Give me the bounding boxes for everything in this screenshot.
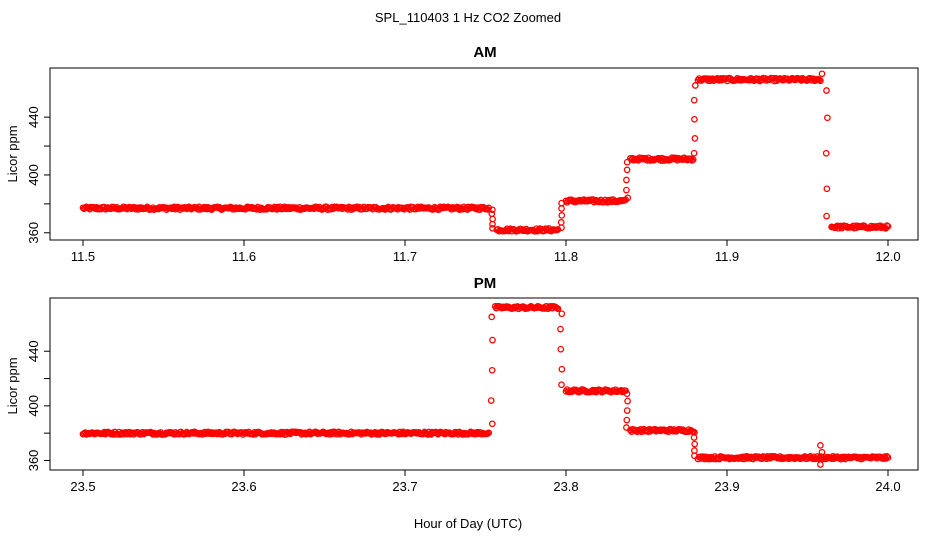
am-ytick-label: 440 [26,106,41,128]
am-data-point [558,199,565,207]
am-points [79,70,892,235]
am-data-point [823,185,831,193]
pm-data-point [690,434,698,441]
am-data-point [815,76,823,84]
am-data-point [691,135,699,142]
pm-data-point [691,440,699,448]
pm-ylabel: Licor ppm [5,357,20,414]
am-data-point [489,224,496,232]
figure-title: SPL_110403 1 Hz CO2 Zoomed [375,10,561,25]
am-data-point [884,223,892,230]
pm-data-point [623,390,631,398]
pm-data-point [883,453,891,460]
pm-data-point [554,305,562,313]
am-data-point [822,149,830,157]
pm-xtick-label: 23.6 [231,479,256,494]
am-data-point [558,205,565,212]
pm-data-point [691,452,698,460]
pm-x-axis: 23.5 23.6 23.7 23.8 23.9 24.0 [70,469,901,494]
pm-xtick-label: 24.0 [875,479,900,494]
pm-data-point [818,448,826,456]
am-data-point [818,70,826,78]
am-data-point [823,212,830,220]
pm-data-point [558,365,566,373]
pm-data-point [485,429,493,437]
pm-data-point [487,397,495,404]
pm-xtick-label: 23.8 [553,479,578,494]
am-data-point [823,87,830,94]
pm-data-point [488,420,496,428]
pm-data-point [488,313,496,321]
pm-ytick-label: 440 [26,340,41,362]
am-data-point [689,156,697,163]
am-data-point [691,115,698,123]
pm-data-point [558,310,566,318]
am-x-axis: 11.5 11.6 11.7 11.8 11.9 12.0 [71,239,901,264]
pm-data-point [623,416,631,424]
am-y-axis: 360 400 440 [26,106,51,244]
pm-data-point [623,407,631,414]
pm-xtick-label: 23.7 [392,479,417,494]
pm-xtick-label: 23.5 [70,479,95,494]
pm-data-point [488,366,496,374]
am-data-point [489,215,496,223]
am-ylabel: Licor ppm [5,125,20,182]
pm-data-point [623,424,630,431]
am-data-point [132,205,140,213]
am-xtick-label: 11.5 [71,249,95,264]
pm-data-point [557,345,565,353]
pm-y-axis: 360 400 440 [26,340,51,472]
am-data-point [554,226,562,233]
am-data-point [623,158,631,166]
pm-data-point [817,442,824,449]
am-data-point [690,149,698,157]
am-xtick-label: 11.6 [232,249,256,264]
pm-plot-frame [49,297,919,471]
pm-data-point [624,397,631,405]
am-xtick-label: 11.7 [393,249,417,264]
x-axis-label: Hour of Day (UTC) [414,516,522,531]
am-data-point [624,194,632,202]
pm-ytick-label: 400 [26,395,41,417]
pm-panel: PM 23.5 23.6 23.7 23.8 23.9 24.0 360 400 440 Li… [5,275,919,494]
am-data-point [623,186,630,194]
pm-data-point [622,387,629,395]
pm-data-point [489,336,496,344]
pm-data-point [558,381,565,389]
am-data-point [691,82,699,89]
am-ytick-label: 360 [26,222,41,244]
pm-xtick-label: 23.9 [714,479,739,494]
am-data-point [824,114,831,122]
pm-points [79,302,892,468]
am-panel: AM 11.5 11.6 11.7 11.8 11.9 12.0 360 400 440 Li… [5,44,919,264]
am-data-point [623,176,630,184]
am-data-point [557,219,565,226]
am-data-point [489,220,496,228]
am-data-point [690,96,698,104]
am-xtick-label: 11.9 [715,249,739,264]
am-ytick-label: 400 [26,164,41,186]
pm-data-point [884,454,892,461]
am-data-point [623,166,631,174]
pm-data-point [817,461,824,468]
am-title: AM [473,44,496,61]
am-xtick-label: 11.8 [554,249,578,264]
pm-title: PM [474,275,497,292]
pm-data-point [557,325,564,333]
pm-ytick-label: 360 [26,450,41,472]
am-data-point [817,77,824,85]
am-data-point [489,206,496,214]
am-xtick-label: 12.0 [875,249,900,264]
am-data-point [558,212,566,219]
am-plot-frame [49,67,919,241]
